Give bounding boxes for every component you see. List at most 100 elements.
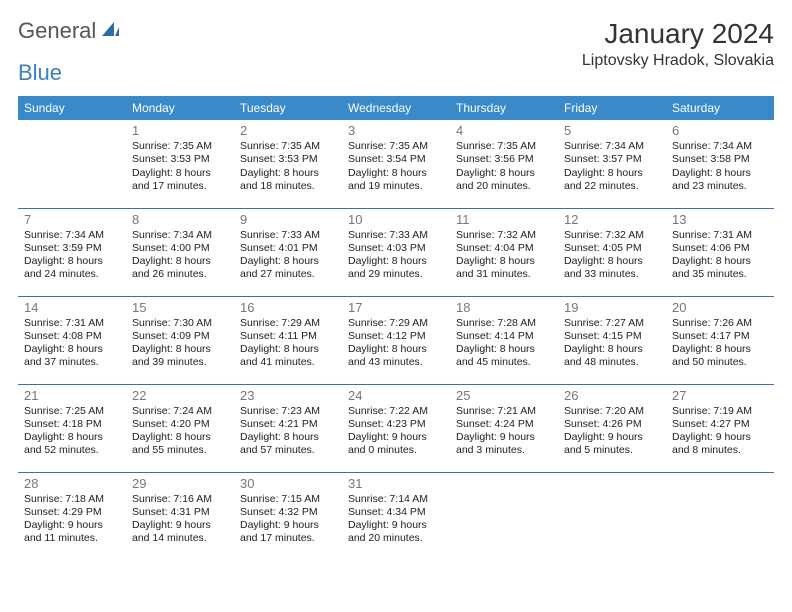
calendar-cell: 6Sunrise: 7:34 AMSunset: 3:58 PMDaylight… <box>666 120 774 208</box>
calendar-cell: 17Sunrise: 7:29 AMSunset: 4:12 PMDayligh… <box>342 296 450 384</box>
calendar-cell: 7Sunrise: 7:34 AMSunset: 3:59 PMDaylight… <box>18 208 126 296</box>
day-details: Sunrise: 7:34 AMSunset: 4:00 PMDaylight:… <box>132 229 228 282</box>
calendar-cell <box>666 472 774 558</box>
day-details: Sunrise: 7:14 AMSunset: 4:34 PMDaylight:… <box>348 493 444 546</box>
day-details: Sunrise: 7:15 AMSunset: 4:32 PMDaylight:… <box>240 493 336 546</box>
day-details: Sunrise: 7:35 AMSunset: 3:54 PMDaylight:… <box>348 140 444 193</box>
day-number: 14 <box>24 300 120 316</box>
day-details: Sunrise: 7:19 AMSunset: 4:27 PMDaylight:… <box>672 405 768 458</box>
title-block: January 2024 Liptovsky Hradok, Slovakia <box>582 18 774 70</box>
day-header: Saturday <box>666 96 774 120</box>
day-number: 24 <box>348 388 444 404</box>
day-header: Wednesday <box>342 96 450 120</box>
day-details: Sunrise: 7:23 AMSunset: 4:21 PMDaylight:… <box>240 405 336 458</box>
calendar-cell: 2Sunrise: 7:35 AMSunset: 3:53 PMDaylight… <box>234 120 342 208</box>
day-details: Sunrise: 7:29 AMSunset: 4:11 PMDaylight:… <box>240 317 336 370</box>
calendar-cell: 29Sunrise: 7:16 AMSunset: 4:31 PMDayligh… <box>126 472 234 558</box>
day-details: Sunrise: 7:21 AMSunset: 4:24 PMDaylight:… <box>456 405 552 458</box>
calendar-body: 1Sunrise: 7:35 AMSunset: 3:53 PMDaylight… <box>18 120 774 558</box>
day-number: 15 <box>132 300 228 316</box>
day-number: 2 <box>240 123 336 139</box>
day-number: 20 <box>672 300 768 316</box>
calendar-page: General January 2024 Liptovsky Hradok, S… <box>0 0 792 568</box>
day-header: Tuesday <box>234 96 342 120</box>
day-details: Sunrise: 7:28 AMSunset: 4:14 PMDaylight:… <box>456 317 552 370</box>
logo-sail-icon <box>100 20 120 43</box>
day-number: 11 <box>456 212 552 228</box>
day-number: 16 <box>240 300 336 316</box>
day-number: 6 <box>672 123 768 139</box>
day-number: 12 <box>564 212 660 228</box>
day-details: Sunrise: 7:35 AMSunset: 3:53 PMDaylight:… <box>240 140 336 193</box>
day-number: 18 <box>456 300 552 316</box>
day-details: Sunrise: 7:29 AMSunset: 4:12 PMDaylight:… <box>348 317 444 370</box>
page-title: January 2024 <box>582 18 774 50</box>
day-details: Sunrise: 7:35 AMSunset: 3:56 PMDaylight:… <box>456 140 552 193</box>
day-details: Sunrise: 7:25 AMSunset: 4:18 PMDaylight:… <box>24 405 120 458</box>
calendar-cell: 14Sunrise: 7:31 AMSunset: 4:08 PMDayligh… <box>18 296 126 384</box>
day-number: 19 <box>564 300 660 316</box>
day-number: 30 <box>240 476 336 492</box>
day-details: Sunrise: 7:33 AMSunset: 4:03 PMDaylight:… <box>348 229 444 282</box>
day-header: Sunday <box>18 96 126 120</box>
day-number: 29 <box>132 476 228 492</box>
day-details: Sunrise: 7:16 AMSunset: 4:31 PMDaylight:… <box>132 493 228 546</box>
day-details: Sunrise: 7:31 AMSunset: 4:08 PMDaylight:… <box>24 317 120 370</box>
calendar-cell: 25Sunrise: 7:21 AMSunset: 4:24 PMDayligh… <box>450 384 558 472</box>
calendar-cell: 18Sunrise: 7:28 AMSunset: 4:14 PMDayligh… <box>450 296 558 384</box>
day-number: 25 <box>456 388 552 404</box>
day-details: Sunrise: 7:30 AMSunset: 4:09 PMDaylight:… <box>132 317 228 370</box>
calendar-cell: 11Sunrise: 7:32 AMSunset: 4:04 PMDayligh… <box>450 208 558 296</box>
day-header: Thursday <box>450 96 558 120</box>
calendar-week: 7Sunrise: 7:34 AMSunset: 3:59 PMDaylight… <box>18 208 774 296</box>
calendar-cell: 1Sunrise: 7:35 AMSunset: 3:53 PMDaylight… <box>126 120 234 208</box>
day-number: 10 <box>348 212 444 228</box>
day-details: Sunrise: 7:34 AMSunset: 3:57 PMDaylight:… <box>564 140 660 193</box>
day-details: Sunrise: 7:35 AMSunset: 3:53 PMDaylight:… <box>132 140 228 193</box>
calendar-cell: 27Sunrise: 7:19 AMSunset: 4:27 PMDayligh… <box>666 384 774 472</box>
calendar-head: SundayMondayTuesdayWednesdayThursdayFrid… <box>18 96 774 120</box>
day-number: 1 <box>132 123 228 139</box>
day-number: 13 <box>672 212 768 228</box>
calendar-cell: 31Sunrise: 7:14 AMSunset: 4:34 PMDayligh… <box>342 472 450 558</box>
day-details: Sunrise: 7:27 AMSunset: 4:15 PMDaylight:… <box>564 317 660 370</box>
day-details: Sunrise: 7:33 AMSunset: 4:01 PMDaylight:… <box>240 229 336 282</box>
calendar-cell: 20Sunrise: 7:26 AMSunset: 4:17 PMDayligh… <box>666 296 774 384</box>
day-number: 3 <box>348 123 444 139</box>
day-number: 4 <box>456 123 552 139</box>
calendar-cell: 10Sunrise: 7:33 AMSunset: 4:03 PMDayligh… <box>342 208 450 296</box>
calendar-cell: 19Sunrise: 7:27 AMSunset: 4:15 PMDayligh… <box>558 296 666 384</box>
calendar-week: 14Sunrise: 7:31 AMSunset: 4:08 PMDayligh… <box>18 296 774 384</box>
calendar-week: 21Sunrise: 7:25 AMSunset: 4:18 PMDayligh… <box>18 384 774 472</box>
day-number: 17 <box>348 300 444 316</box>
calendar-cell: 16Sunrise: 7:29 AMSunset: 4:11 PMDayligh… <box>234 296 342 384</box>
logo: General <box>18 18 122 44</box>
calendar-table: SundayMondayTuesdayWednesdayThursdayFrid… <box>18 96 774 558</box>
calendar-cell <box>450 472 558 558</box>
day-number: 28 <box>24 476 120 492</box>
calendar-cell: 3Sunrise: 7:35 AMSunset: 3:54 PMDaylight… <box>342 120 450 208</box>
day-number: 22 <box>132 388 228 404</box>
day-number: 7 <box>24 212 120 228</box>
day-details: Sunrise: 7:34 AMSunset: 3:59 PMDaylight:… <box>24 229 120 282</box>
calendar-cell: 15Sunrise: 7:30 AMSunset: 4:09 PMDayligh… <box>126 296 234 384</box>
day-details: Sunrise: 7:34 AMSunset: 3:58 PMDaylight:… <box>672 140 768 193</box>
calendar-cell: 22Sunrise: 7:24 AMSunset: 4:20 PMDayligh… <box>126 384 234 472</box>
calendar-cell: 13Sunrise: 7:31 AMSunset: 4:06 PMDayligh… <box>666 208 774 296</box>
day-details: Sunrise: 7:18 AMSunset: 4:29 PMDaylight:… <box>24 493 120 546</box>
day-number: 26 <box>564 388 660 404</box>
calendar-cell: 12Sunrise: 7:32 AMSunset: 4:05 PMDayligh… <box>558 208 666 296</box>
calendar-cell: 30Sunrise: 7:15 AMSunset: 4:32 PMDayligh… <box>234 472 342 558</box>
logo-text-blue: Blue <box>18 60 62 86</box>
day-details: Sunrise: 7:32 AMSunset: 4:04 PMDaylight:… <box>456 229 552 282</box>
day-number: 21 <box>24 388 120 404</box>
day-number: 23 <box>240 388 336 404</box>
calendar-week: 1Sunrise: 7:35 AMSunset: 3:53 PMDaylight… <box>18 120 774 208</box>
day-number: 5 <box>564 123 660 139</box>
day-number: 27 <box>672 388 768 404</box>
calendar-cell <box>558 472 666 558</box>
calendar-cell: 8Sunrise: 7:34 AMSunset: 4:00 PMDaylight… <box>126 208 234 296</box>
calendar-week: 28Sunrise: 7:18 AMSunset: 4:29 PMDayligh… <box>18 472 774 558</box>
calendar-cell: 4Sunrise: 7:35 AMSunset: 3:56 PMDaylight… <box>450 120 558 208</box>
calendar-cell: 26Sunrise: 7:20 AMSunset: 4:26 PMDayligh… <box>558 384 666 472</box>
